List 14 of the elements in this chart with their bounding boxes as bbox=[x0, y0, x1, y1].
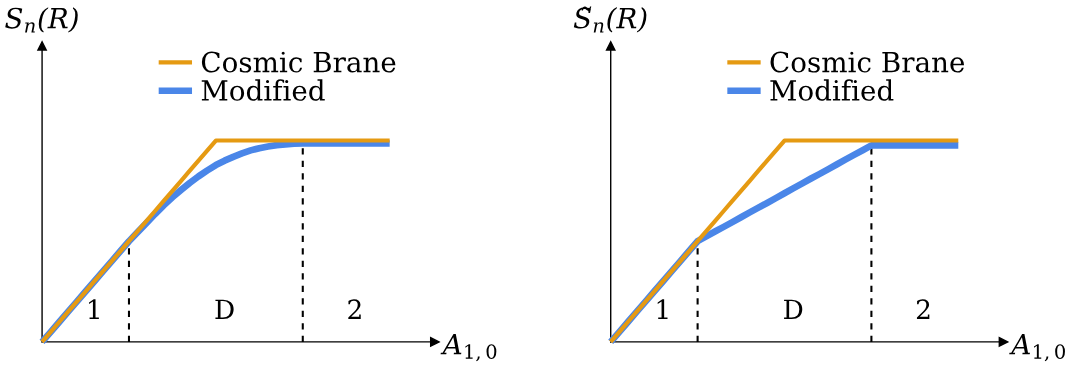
annotation: 1 bbox=[89, 299, 99, 319]
legend-label: Cosmic Brane bbox=[770, 51, 965, 73]
annotation: 2 bbox=[916, 299, 930, 319]
legend-label: Modified bbox=[770, 79, 894, 101]
x-axis-title: A$_{1,0}$ bbox=[1009, 334, 1065, 362]
annotation: D bbox=[784, 299, 803, 319]
annotation: 2 bbox=[348, 299, 361, 319]
x-axis-title: A$_{1,0}$ bbox=[440, 334, 497, 362]
legend-label: Cosmic Brane bbox=[201, 51, 396, 73]
annotation: D bbox=[215, 299, 234, 319]
legend-label: Modified bbox=[201, 79, 325, 101]
y-axis-title: S̃$_{n}$(R) bbox=[573, 6, 647, 33]
annotation: 1 bbox=[657, 299, 668, 319]
y-axis-title: S$_{n}$(R) bbox=[5, 7, 78, 33]
